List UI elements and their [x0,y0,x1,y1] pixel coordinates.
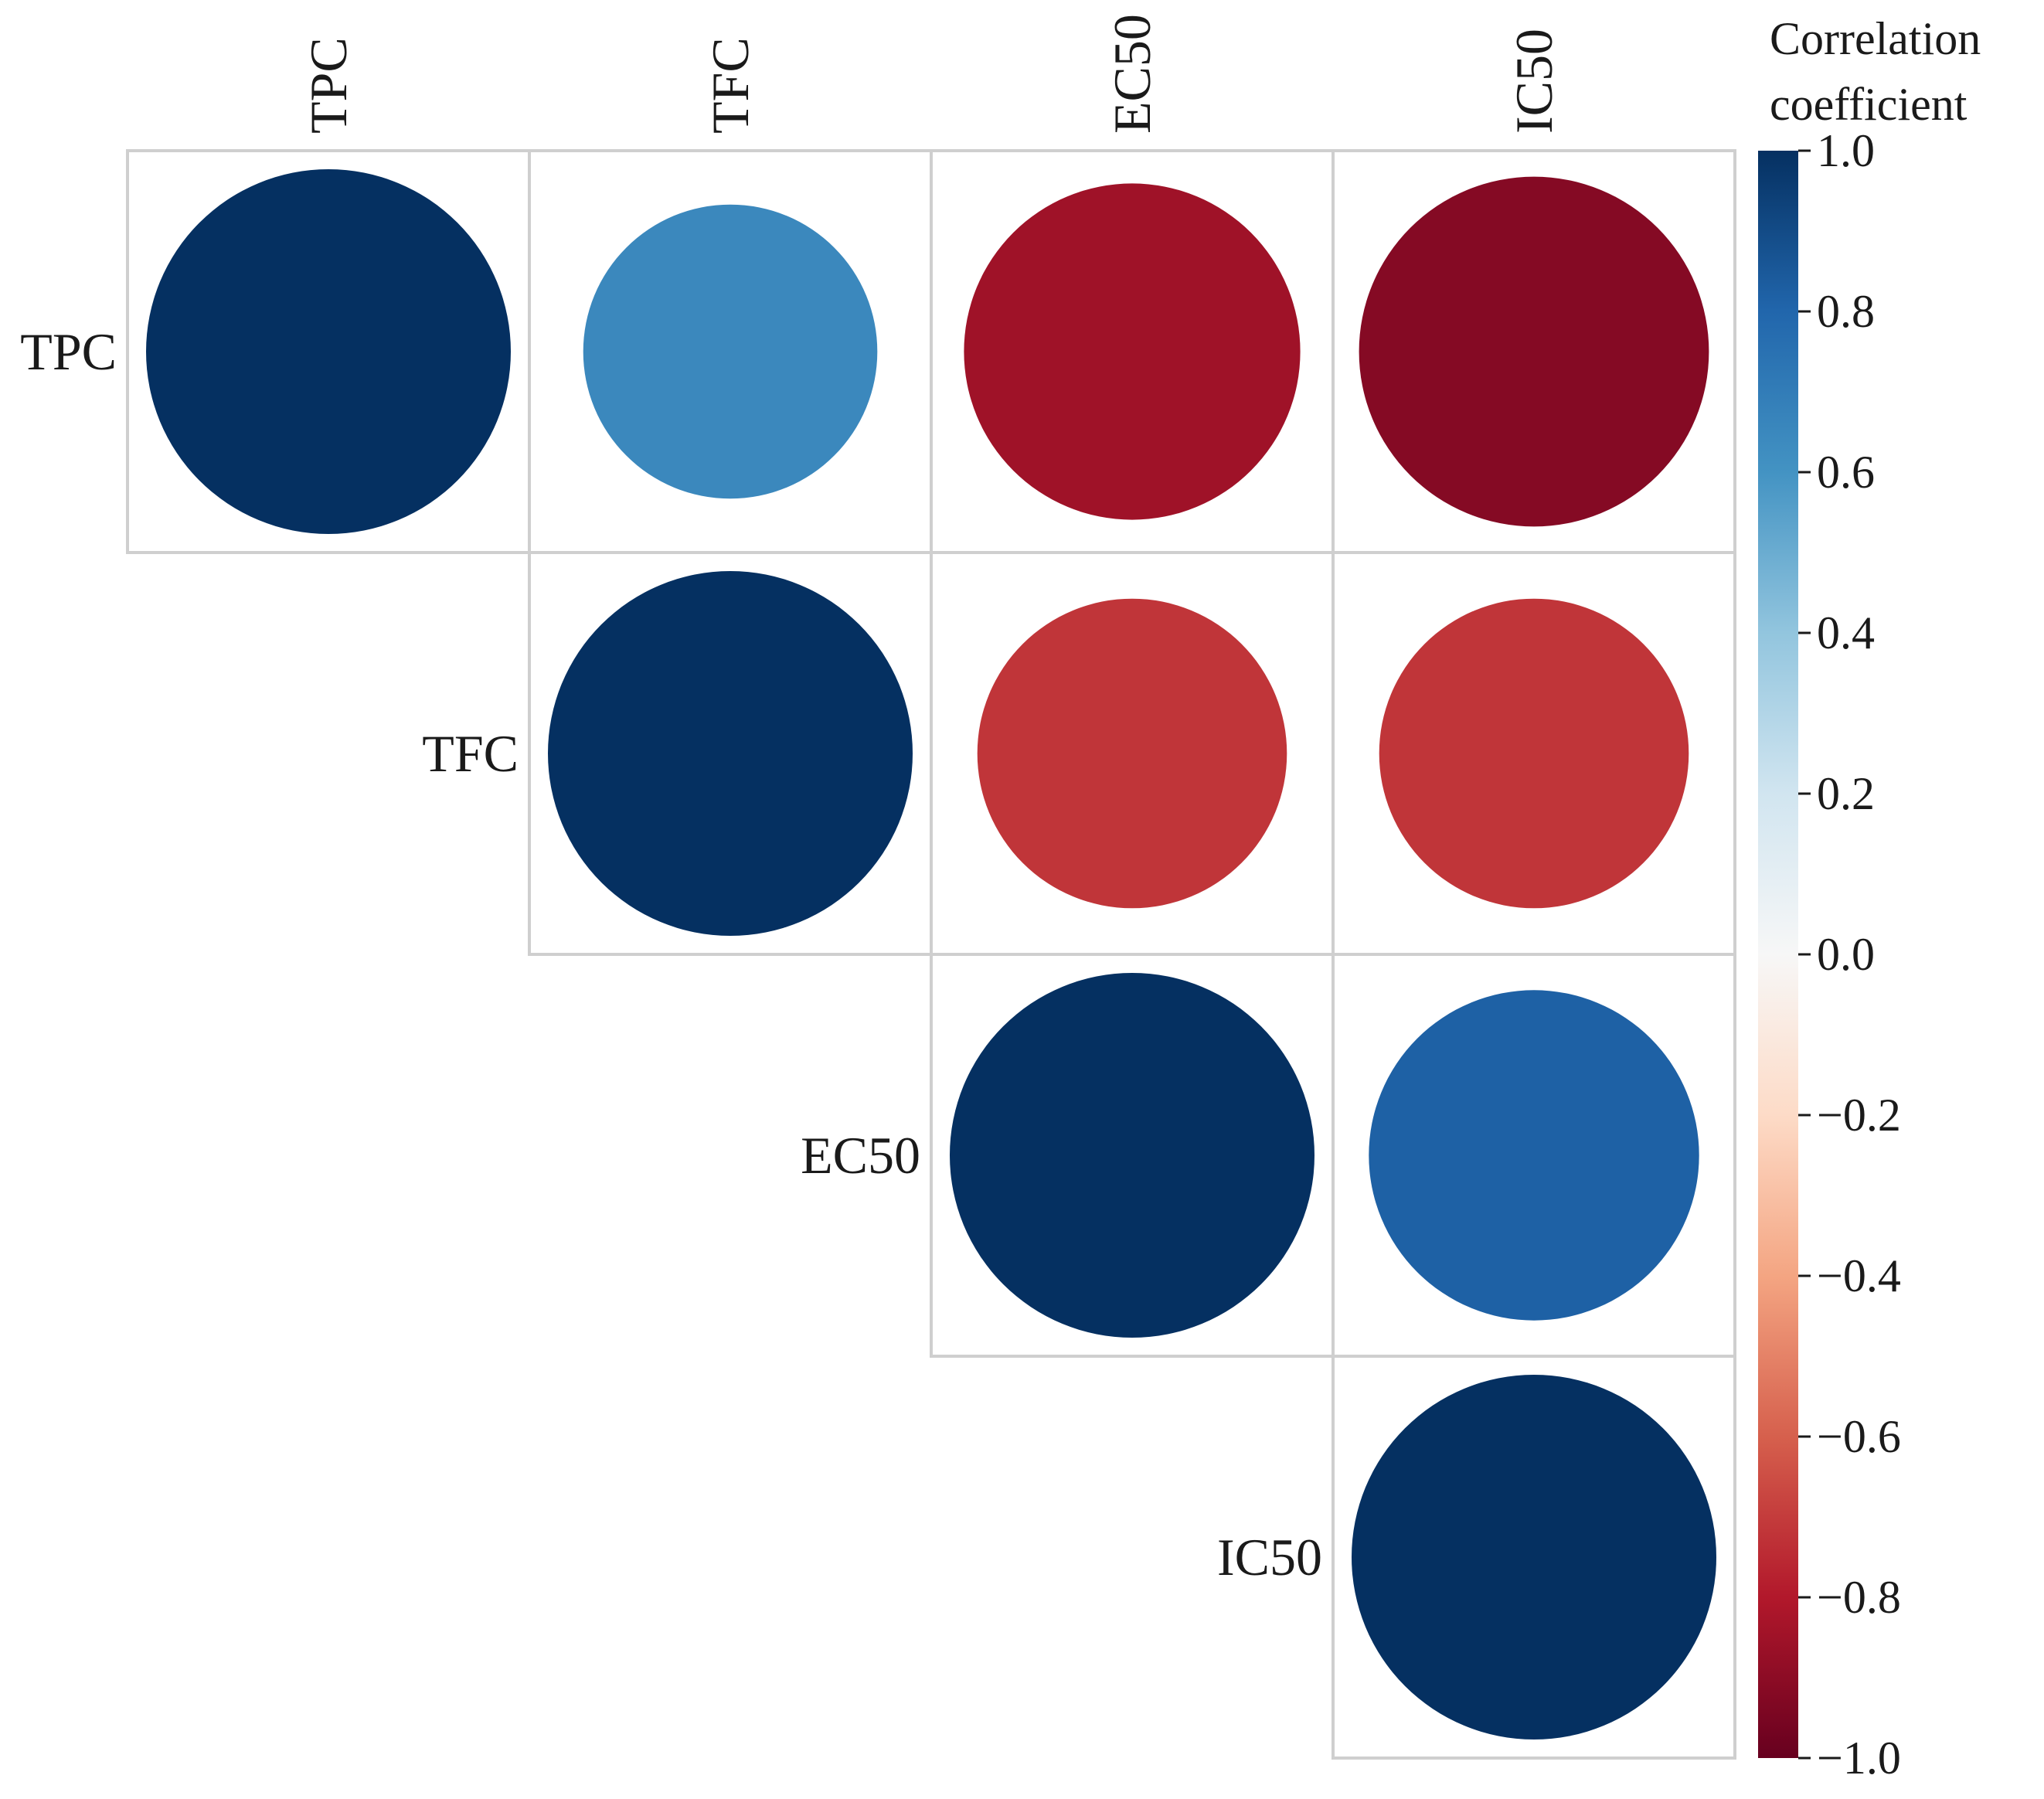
row-label-tfc: TFC [422,724,519,783]
colorbar-tick-label: −1.0 [1817,1733,1901,1784]
colorbar-tick-label: 0.4 [1817,607,1875,658]
cell-ic50-ic50 [1331,1355,1736,1760]
row-label-tpc: TPC [20,322,117,381]
colorbar-title-line-1: Correlation [1770,13,1981,64]
colorbar-title-line-2: coefficient [1770,79,1967,130]
colorbar-tick-label: 0.0 [1817,929,1875,980]
circle-tpc-tfc [583,204,878,499]
circle-ec50-ec50 [950,973,1314,1338]
col-label-tpc: TPC [299,37,358,134]
colorbar-gradient [1758,151,1798,1758]
col-label-ic50: IC50 [1505,29,1563,134]
col-label-tfc: TFC [701,37,760,134]
circle-tfc-tfc [548,571,913,936]
colorbar-tick-label: −0.2 [1817,1090,1901,1141]
column-labels: TPC TFC EC50 IC50 [299,14,1563,134]
colorbar-tick-label: 0.2 [1817,768,1875,819]
colorbar: Correlation coefficient 1.0 0.8 0.6 0.4 0.2 0… [1758,13,1981,1784]
row-labels: TPC TFC EC50 IC50 [20,322,1322,1586]
circle-tpc-ic50 [1359,176,1709,527]
circle-ic50-ic50 [1352,1375,1716,1739]
circle-tpc-ec50 [964,183,1301,520]
circle-tfc-ec50 [977,598,1287,909]
row-label-ec50: EC50 [801,1126,920,1185]
colorbar-tick-label: −0.4 [1817,1250,1901,1301]
col-label-ec50: EC50 [1103,14,1161,134]
colorbar-tick-label: −0.6 [1817,1411,1901,1462]
colorbar-tick-label: −0.8 [1817,1572,1901,1623]
correlation-matrix [126,149,1736,1760]
circle-tfc-ic50 [1379,598,1689,909]
colorbar-tick-label: 1.0 [1817,125,1875,176]
circle-tpc-tpc [146,169,511,534]
colorbar-ticks: 1.0 0.8 0.6 0.4 0.2 0.0 −0.2 −0.4 −0.6 −0.8 −1.0 [1798,125,1901,1784]
colorbar-tick-label: 0.8 [1817,286,1875,337]
colorbar-tick-label: 0.6 [1817,447,1875,498]
row-label-ic50: IC50 [1217,1528,1322,1586]
circle-ec50-ic50 [1369,990,1699,1321]
